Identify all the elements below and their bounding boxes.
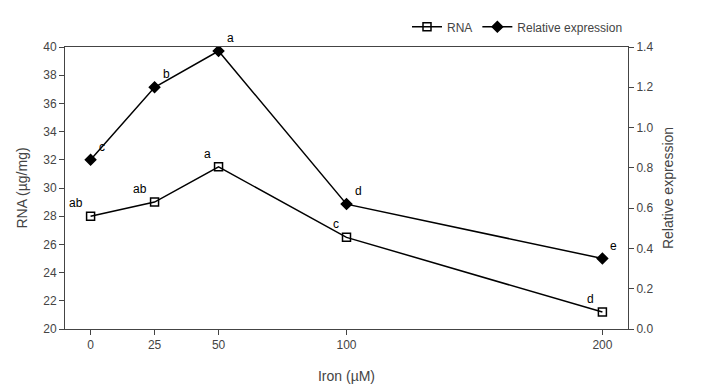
svg-text:28: 28 [43,209,57,223]
svg-text:b: b [163,67,170,81]
svg-text:38: 38 [43,68,57,82]
svg-text:0.6: 0.6 [636,201,653,215]
svg-text:a: a [204,147,211,161]
svg-text:d: d [587,292,594,306]
svg-text:RNA: RNA [447,21,472,35]
svg-text:1.2: 1.2 [636,80,653,94]
svg-text:Iron (µM): Iron (µM) [318,368,375,384]
svg-text:36: 36 [43,97,57,111]
svg-text:Relative expression: Relative expression [660,127,676,249]
svg-text:34: 34 [43,125,57,139]
svg-text:e: e [610,239,617,253]
svg-text:RNA (µg/mg): RNA (µg/mg) [14,147,30,228]
svg-text:0: 0 [87,338,94,352]
svg-text:100: 100 [336,338,356,352]
svg-text:26: 26 [43,238,57,252]
svg-text:22: 22 [43,294,57,308]
svg-text:c: c [99,140,105,154]
svg-text:32: 32 [43,153,57,167]
svg-text:30: 30 [43,181,57,195]
svg-text:40: 40 [43,40,57,54]
svg-text:0.8: 0.8 [636,161,653,175]
svg-text:0.2: 0.2 [636,282,653,296]
svg-text:0.4: 0.4 [636,242,653,256]
svg-text:a: a [227,31,234,45]
svg-text:20: 20 [43,322,57,336]
svg-text:200: 200 [592,338,612,352]
svg-text:ab: ab [133,182,147,196]
svg-text:d: d [355,184,362,198]
svg-text:ab: ab [69,196,83,210]
svg-text:1.0: 1.0 [636,121,653,135]
svg-text:24: 24 [43,266,57,280]
svg-text:0.0: 0.0 [636,322,653,336]
svg-text:Relative expression: Relative expression [517,21,622,35]
svg-text:50: 50 [212,338,226,352]
svg-text:1.4: 1.4 [636,40,653,54]
svg-text:c: c [333,217,339,231]
svg-text:25: 25 [148,338,162,352]
